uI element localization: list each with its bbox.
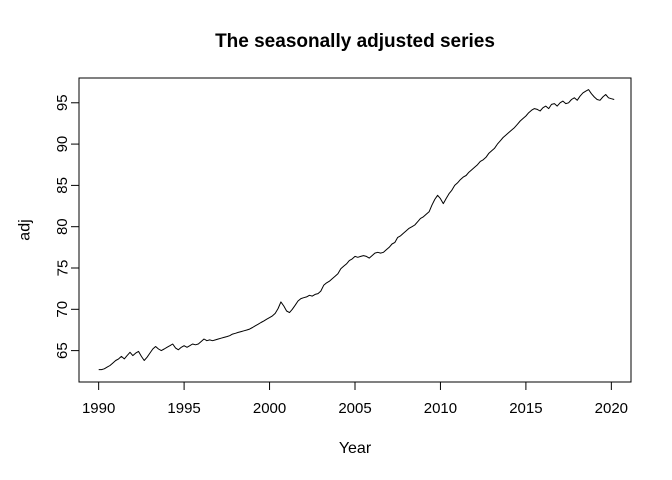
chart-title: The seasonally adjusted series [215, 31, 495, 52]
x-axis: 1990 1995 2000 2005 2010 2015 2020 [82, 382, 628, 417]
y-tick-label: 70 [54, 301, 71, 318]
x-tick-label: 2020 [595, 400, 628, 417]
series-line [98, 89, 615, 371]
y-tick-label: 75 [54, 260, 71, 277]
plot-border [78, 77, 632, 383]
x-tick-label: 2000 [253, 400, 286, 417]
x-tick-label: 1995 [167, 400, 200, 417]
x-tick-label: 2010 [424, 400, 457, 417]
x-axis-label: Year [339, 440, 372, 457]
y-tick-label: 85 [54, 177, 71, 194]
y-tick-label: 80 [54, 218, 71, 235]
y-tick-label: 95 [54, 94, 71, 111]
x-tick-label: 2005 [338, 400, 371, 417]
y-tick-label: 90 [54, 136, 71, 153]
x-tick-label: 2015 [509, 400, 542, 417]
y-axis-label: adj [17, 219, 34, 240]
y-axis: 65 70 75 80 85 90 95 [54, 94, 79, 359]
x-tick-label: 1990 [82, 400, 115, 417]
y-tick-label: 65 [54, 342, 71, 359]
